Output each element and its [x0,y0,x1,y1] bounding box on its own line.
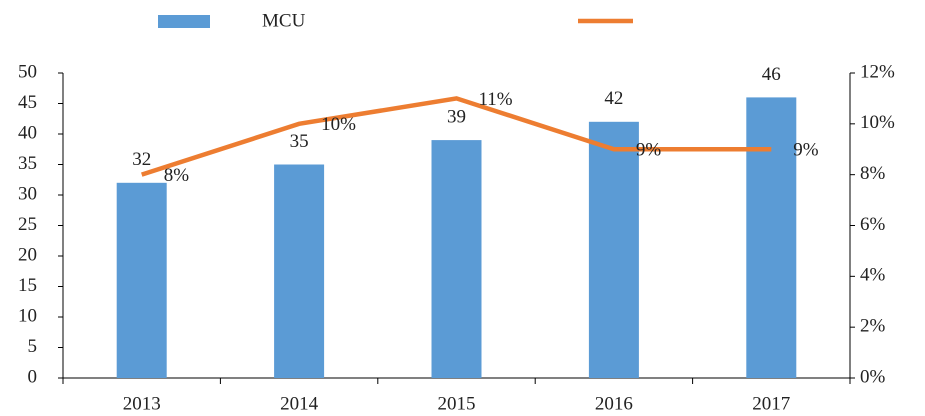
bar-value-label: 32 [132,149,151,170]
y2-tick-label: 4% [860,265,886,286]
x-tick-label: 2014 [280,393,319,414]
legend-label: MCU [262,10,306,31]
x-tick-label: 2016 [595,393,633,414]
x-tick-label: 2017 [752,393,790,414]
y-tick-label: 35 [18,153,37,174]
y2-tick-label: 8% [860,163,886,184]
y-tick-label: 20 [18,244,37,265]
y2-tick-label: 12% [860,61,895,82]
y-tick-label: 10 [18,305,37,326]
line-value-label: 9% [636,140,662,161]
y2-tick-label: 10% [860,112,895,133]
bar [116,182,167,378]
y-tick-label: 25 [18,214,37,235]
y-tick-label: 50 [18,61,37,82]
bar-value-label: 35 [290,131,309,152]
y2-tick-label: 6% [860,214,886,235]
y-tick-label: 15 [18,275,37,296]
line-value-label: 10% [321,114,356,135]
y2-tick-label: 0% [860,366,886,387]
bar-value-label: 42 [604,88,623,109]
bar [431,140,482,378]
bar [274,164,325,378]
line-value-label: 11% [479,89,513,110]
x-tick-label: 2013 [123,393,161,414]
line [141,96,772,177]
y-tick-label: 45 [18,92,37,113]
bar [746,97,797,379]
bar-value-label: 46 [762,64,781,85]
bar [588,121,639,379]
y2-tick-label: 2% [860,316,886,337]
line-value-label: 9% [793,140,819,161]
line-value-label: 8% [164,165,190,186]
y-tick-label: 40 [18,122,37,143]
legend-swatch [158,15,210,28]
y-tick-label: 30 [18,183,37,204]
y-tick-label: 0 [28,366,38,387]
y-tick-label: 5 [28,336,38,357]
bar-value-label: 39 [447,106,466,127]
x-tick-label: 2015 [438,393,476,414]
